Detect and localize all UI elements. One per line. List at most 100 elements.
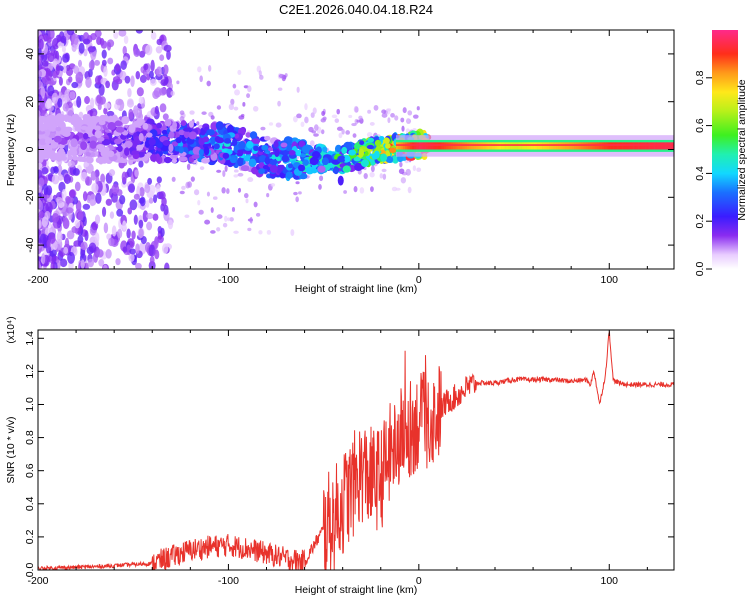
heatmap-cell xyxy=(38,93,42,103)
heatmap-cell xyxy=(606,142,609,150)
heatmap-cell xyxy=(176,80,180,85)
heatmap-cell xyxy=(82,38,91,45)
heatmap-marks xyxy=(38,30,674,269)
heatmap-cell xyxy=(124,147,130,156)
heatmap-cell xyxy=(49,125,57,132)
heatmap-cell xyxy=(148,184,156,195)
heatmap-cell xyxy=(576,142,579,150)
heatmap-cell xyxy=(118,30,127,37)
heatmap-cell xyxy=(129,199,138,211)
heatmap-cell xyxy=(213,143,220,150)
heatmap-cell xyxy=(44,137,52,145)
heatmap-cell xyxy=(170,90,175,96)
heatmap-cell xyxy=(366,132,373,138)
heatmap-cell xyxy=(42,60,49,67)
heatmap-cell xyxy=(38,38,44,50)
heatmap-cell xyxy=(135,30,143,34)
heatmap-cell xyxy=(437,142,440,150)
heatmap-cell xyxy=(189,110,195,115)
heatmap-cell xyxy=(83,115,90,125)
heatmap-cell xyxy=(136,144,144,151)
heatmap-cell xyxy=(245,132,252,138)
heatmap-cell xyxy=(83,48,88,57)
heatmap-cell xyxy=(658,142,662,150)
heatmap-cell xyxy=(224,137,232,144)
heatmap-cell xyxy=(453,142,456,150)
heatmap-cell xyxy=(113,138,122,145)
heatmap-cell xyxy=(610,142,614,150)
heatmap-cell xyxy=(613,142,616,150)
heatmap-cell xyxy=(61,130,71,137)
heatmap-cell xyxy=(203,146,210,156)
heatmap-cell xyxy=(38,109,41,118)
heatmap-cell xyxy=(164,262,170,269)
heatmap-cell xyxy=(363,173,368,180)
heatmap-cell xyxy=(196,121,200,126)
heatmap-cell xyxy=(87,258,95,268)
heatmap-cell xyxy=(269,164,278,173)
heatmap-cell xyxy=(56,231,63,243)
heatmap-cell xyxy=(569,142,573,150)
heatmap-cell xyxy=(45,70,53,81)
heatmap-cell xyxy=(85,151,91,157)
heatmap-cell xyxy=(107,150,115,158)
heatmap-cell xyxy=(409,142,413,150)
heatmap-cell xyxy=(122,45,127,56)
heatmap-cell xyxy=(487,142,490,150)
heatmap-cell xyxy=(402,107,407,114)
heatmap-cell xyxy=(124,140,133,148)
heatmap-cell xyxy=(139,74,147,83)
heatmap-cell xyxy=(309,156,319,166)
heatmap-cell xyxy=(134,169,139,178)
heatmap-cell xyxy=(370,165,375,173)
heatmap-cell xyxy=(39,233,47,244)
heatmap-cell xyxy=(299,153,307,158)
heatmap-cell xyxy=(266,229,272,235)
heatmap-cell xyxy=(260,126,266,131)
heatmap-cell xyxy=(374,150,380,159)
heatmap-cell xyxy=(149,256,155,265)
heatmap-cell xyxy=(183,127,192,132)
heatmap-cell xyxy=(66,30,75,36)
heatmap-cell xyxy=(120,60,127,70)
colorbar-gradient xyxy=(712,30,738,269)
heatmap-cell xyxy=(622,142,625,150)
heatmap-cell xyxy=(626,142,630,150)
heatmap-cell xyxy=(268,122,274,126)
heatmap-cell xyxy=(78,42,85,54)
snr-ylabel: SNR (10 * v/v) xyxy=(5,416,17,483)
heatmap-cell xyxy=(98,156,104,165)
heatmap-cell xyxy=(380,153,388,162)
heatmap-cell xyxy=(578,142,582,150)
heatmap-cell xyxy=(353,186,358,193)
heatmap-cell xyxy=(95,176,100,186)
heatmap-cell xyxy=(114,120,123,127)
heatmap-cell xyxy=(38,210,44,218)
heatmap-cell xyxy=(143,63,149,71)
heatmap-cell xyxy=(341,146,348,154)
heatmap-cell xyxy=(117,145,123,152)
heatmap-cell xyxy=(128,183,136,193)
heatmap-cell xyxy=(592,142,595,150)
heatmap-cell xyxy=(88,60,95,70)
heatmap-cell xyxy=(186,163,191,171)
heatmap-cell xyxy=(89,199,95,207)
heatmap-xlabel: Height of straight line (km) xyxy=(295,283,418,295)
heatmap-cell xyxy=(631,142,634,150)
heatmap-cell xyxy=(443,142,447,150)
heatmap-cell xyxy=(425,142,429,150)
heatmap-cell xyxy=(348,114,353,119)
heatmap-cell xyxy=(118,158,128,164)
heatmap-cell xyxy=(222,222,228,228)
heatmap-cell xyxy=(387,117,391,124)
heatmap-cell xyxy=(519,142,522,150)
heatmap-cell xyxy=(297,164,305,172)
heatmap-cell xyxy=(615,142,618,150)
snr-ytick-label: 1.0 xyxy=(24,397,36,412)
heatmap-cell xyxy=(55,196,63,204)
heatmap-cell xyxy=(560,142,563,150)
heatmap-cell xyxy=(258,155,267,163)
heatmap-cell xyxy=(73,65,80,75)
heatmap-cell xyxy=(210,207,214,213)
heatmap-cell xyxy=(386,108,392,112)
